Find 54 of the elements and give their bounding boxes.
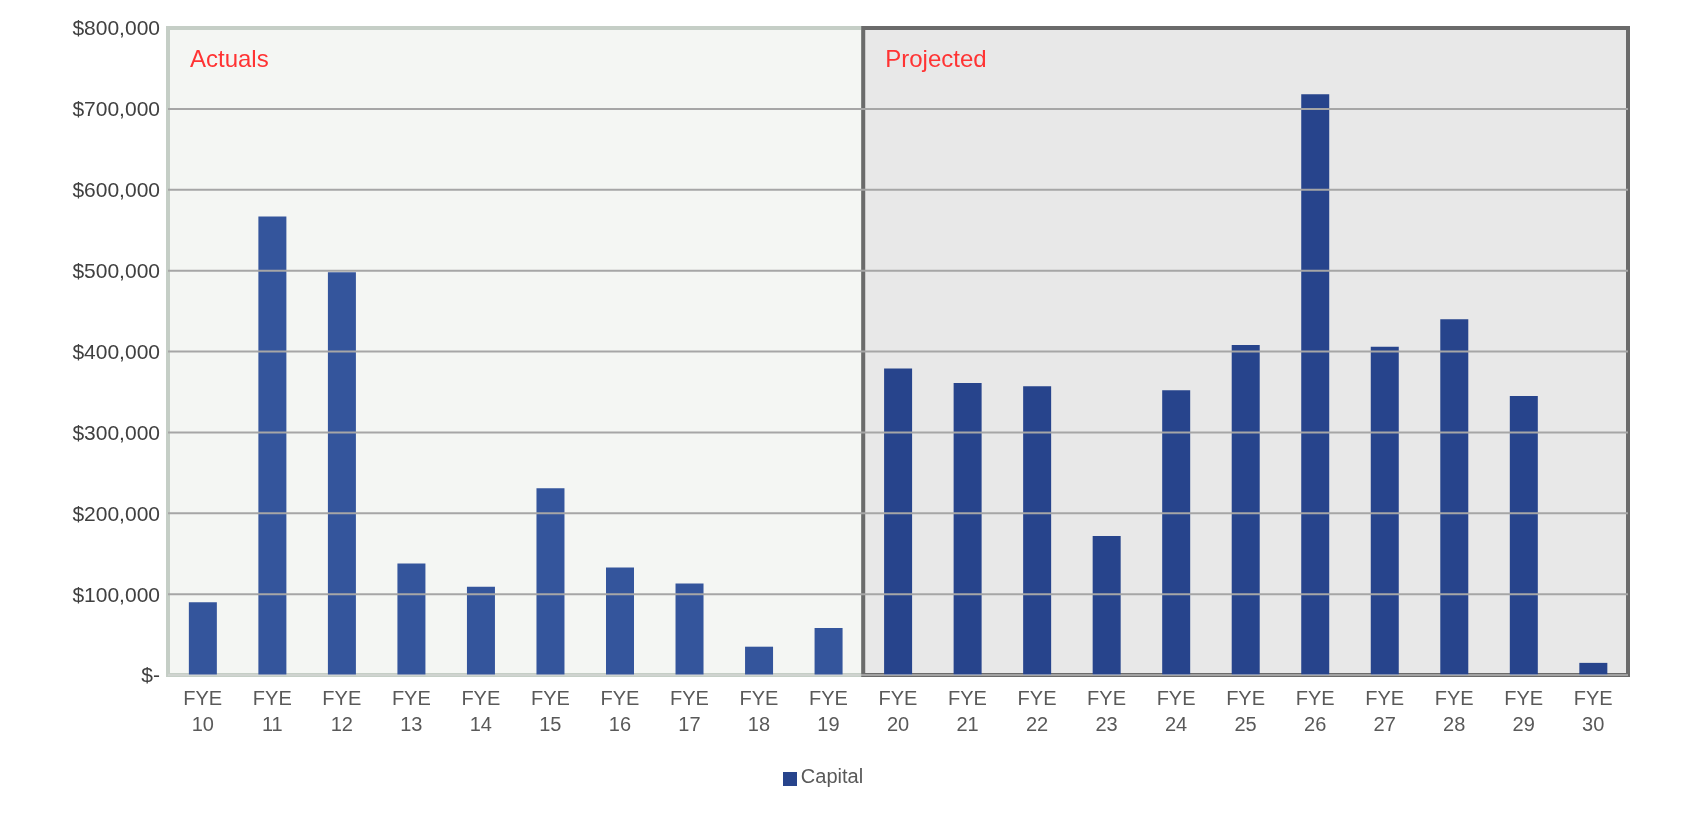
x-tick-label: FYE 12 (322, 687, 362, 735)
bar (1231, 345, 1260, 675)
x-tick-label: FYE 26 (1295, 687, 1335, 735)
bar (536, 488, 565, 675)
bar (953, 383, 982, 675)
x-tick-label: FYE 29 (1504, 687, 1544, 735)
bar (327, 272, 356, 675)
y-tick-label: $600,000 (72, 178, 160, 202)
x-tick-label: FYE 25 (1226, 687, 1266, 735)
x-tick-label: FYE 23 (1087, 687, 1127, 735)
x-tick-label: FYE 22 (1017, 687, 1057, 735)
bar (1023, 386, 1052, 675)
x-tick-label: FYE 14 (461, 687, 501, 735)
x-tick-label: FYE 18 (739, 687, 779, 735)
x-tick-label: FYE 21 (948, 687, 987, 735)
x-tick-label: FYE 11 (252, 687, 292, 735)
bar (258, 216, 287, 675)
bar (1370, 346, 1399, 675)
bar (884, 368, 913, 675)
bar (1162, 390, 1191, 675)
x-tick-label: FYE 13 (391, 687, 431, 735)
bar (466, 586, 495, 675)
bar (675, 583, 704, 675)
bar (606, 567, 634, 675)
y-tick-label: $300,000 (72, 420, 160, 444)
bar (1440, 319, 1469, 675)
bar (397, 563, 426, 675)
y-tick-label: $700,000 (72, 97, 160, 121)
y-tick-label: $400,000 (72, 339, 160, 363)
bar (814, 628, 843, 675)
band-label: Actuals (190, 45, 269, 73)
y-tick-label: $200,000 (72, 501, 160, 525)
x-tick-label: FYE 20 (878, 687, 918, 735)
y-tick-label: $- (141, 663, 160, 687)
x-tick-label: FYE 15 (530, 687, 570, 735)
x-tick-label: FYE 30 (1573, 687, 1613, 735)
band-label: Projected (885, 45, 987, 73)
bar (1301, 94, 1330, 675)
bar (1509, 395, 1538, 675)
bar (745, 646, 774, 675)
bar (1092, 535, 1121, 675)
bar (1579, 662, 1608, 675)
x-tick-label: FYE 10 (183, 687, 223, 735)
y-tick-label: $100,000 (72, 582, 160, 606)
y-tick-label: $800,000 (72, 16, 160, 40)
x-tick-label: FYE 28 (1434, 687, 1474, 735)
bar (188, 602, 217, 675)
x-tick-label: FYE 24 (1156, 687, 1196, 735)
y-tick-label: $500,000 (72, 259, 160, 283)
x-tick-label: FYE 19 (809, 687, 848, 735)
legend-label: Capital (800, 765, 864, 787)
x-tick-label: FYE 27 (1365, 687, 1405, 735)
x-tick-label: FYE 17 (669, 687, 709, 735)
x-tick-label: FYE 16 (600, 687, 640, 735)
